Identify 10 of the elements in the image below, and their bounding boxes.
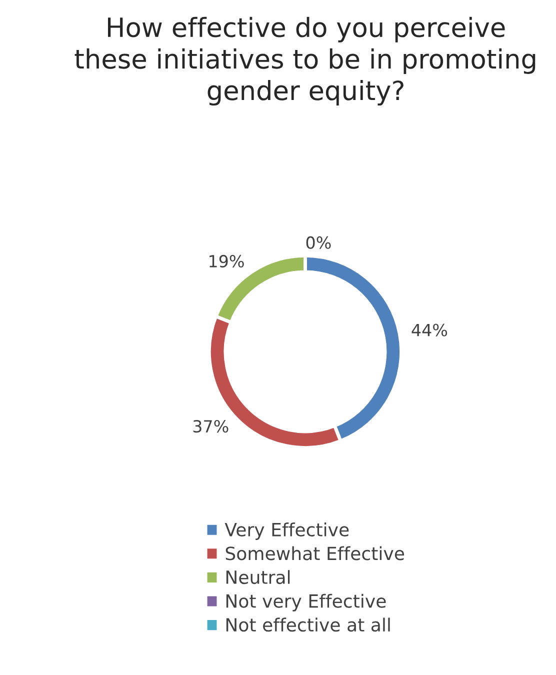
legend-label: Neutral <box>226 570 290 584</box>
chart-title: How effective do you perceive these initiatives to be in promoting gender equity? <box>74 16 536 106</box>
data-label: 44% <box>412 324 448 336</box>
text: 0% <box>306 236 331 249</box>
legend-label: Not effective at all <box>226 618 390 632</box>
legend-label: Very Effective <box>224 522 349 540</box>
data-label: 19% <box>210 254 244 268</box>
data-label: 37% <box>193 420 228 433</box>
legend-label: Not very Effective <box>226 594 386 612</box>
legend-label: Somewhat Effective <box>226 546 404 560</box>
